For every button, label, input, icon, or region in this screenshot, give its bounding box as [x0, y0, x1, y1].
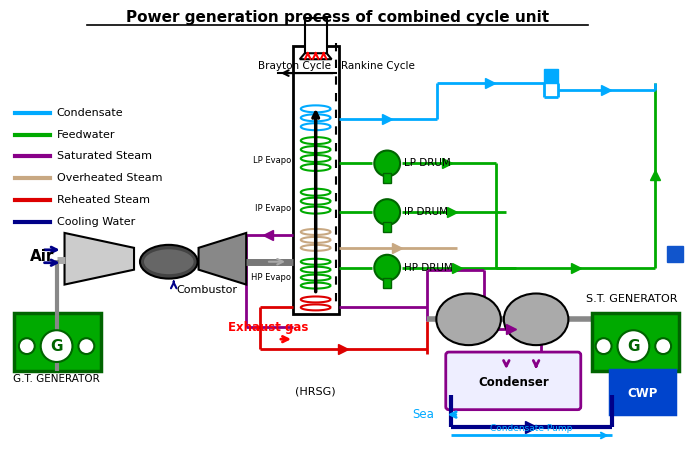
Bar	[667, 246, 683, 262]
Text: Condensate: Condensate	[57, 108, 123, 118]
Ellipse shape	[436, 293, 501, 345]
Text: IP DRUM: IP DRUM	[404, 207, 448, 217]
Text: G: G	[627, 338, 640, 354]
FancyBboxPatch shape	[446, 352, 581, 410]
Bar	[383, 278, 391, 288]
Text: Saturated Steam: Saturated Steam	[57, 152, 152, 162]
Text: S.T. GENERATOR: S.T. GENERATOR	[586, 294, 677, 305]
Bar	[544, 69, 558, 83]
Circle shape	[655, 338, 671, 354]
Text: CWP: CWP	[627, 387, 657, 400]
Circle shape	[19, 338, 35, 354]
Text: Exhaust gas: Exhaust gas	[228, 321, 308, 334]
Bar	[293, 46, 339, 315]
Bar	[592, 313, 679, 371]
Text: (HRSG): (HRSG)	[295, 387, 336, 397]
Circle shape	[78, 338, 95, 354]
Text: Brayton Cycle: Brayton Cycle	[258, 61, 330, 71]
Text: HP DRUM: HP DRUM	[404, 263, 453, 273]
Ellipse shape	[144, 249, 194, 274]
Text: Sea: Sea	[412, 408, 434, 421]
Text: Condenser: Condenser	[478, 376, 549, 389]
Circle shape	[617, 330, 650, 362]
Text: LP Evapo: LP Evapo	[253, 156, 291, 165]
Text: Rankine Cycle: Rankine Cycle	[340, 61, 414, 71]
Text: G.T. GENERATOR: G.T. GENERATOR	[13, 374, 100, 384]
Text: Combustor: Combustor	[176, 284, 238, 295]
Ellipse shape	[140, 245, 197, 279]
Circle shape	[596, 338, 612, 354]
Text: LP DRUM: LP DRUM	[404, 158, 451, 168]
Polygon shape	[300, 53, 332, 59]
Circle shape	[374, 255, 400, 281]
Bar	[14, 313, 101, 371]
Text: Overheated Steam: Overheated Steam	[57, 173, 162, 183]
Bar	[383, 173, 391, 183]
Text: IP Evapo: IP Evapo	[255, 203, 291, 212]
Text: HP Evapo: HP Evapo	[251, 273, 291, 282]
Bar	[383, 222, 391, 232]
Text: Cooling Water: Cooling Water	[57, 217, 135, 227]
FancyBboxPatch shape	[610, 370, 675, 414]
Text: Condensate Pump: Condensate Pump	[490, 424, 573, 433]
Circle shape	[41, 330, 73, 362]
Text: Reheated Steam: Reheated Steam	[57, 195, 150, 205]
Bar	[304, 18, 327, 59]
Circle shape	[374, 199, 400, 225]
Text: Air: Air	[30, 249, 54, 264]
Text: Feedwater: Feedwater	[57, 130, 115, 140]
Ellipse shape	[504, 293, 568, 345]
Circle shape	[374, 151, 400, 176]
Text: Power generation process of combined cycle unit: Power generation process of combined cyc…	[126, 10, 549, 25]
Polygon shape	[64, 233, 134, 284]
Text: G: G	[50, 338, 63, 354]
Polygon shape	[199, 233, 246, 284]
